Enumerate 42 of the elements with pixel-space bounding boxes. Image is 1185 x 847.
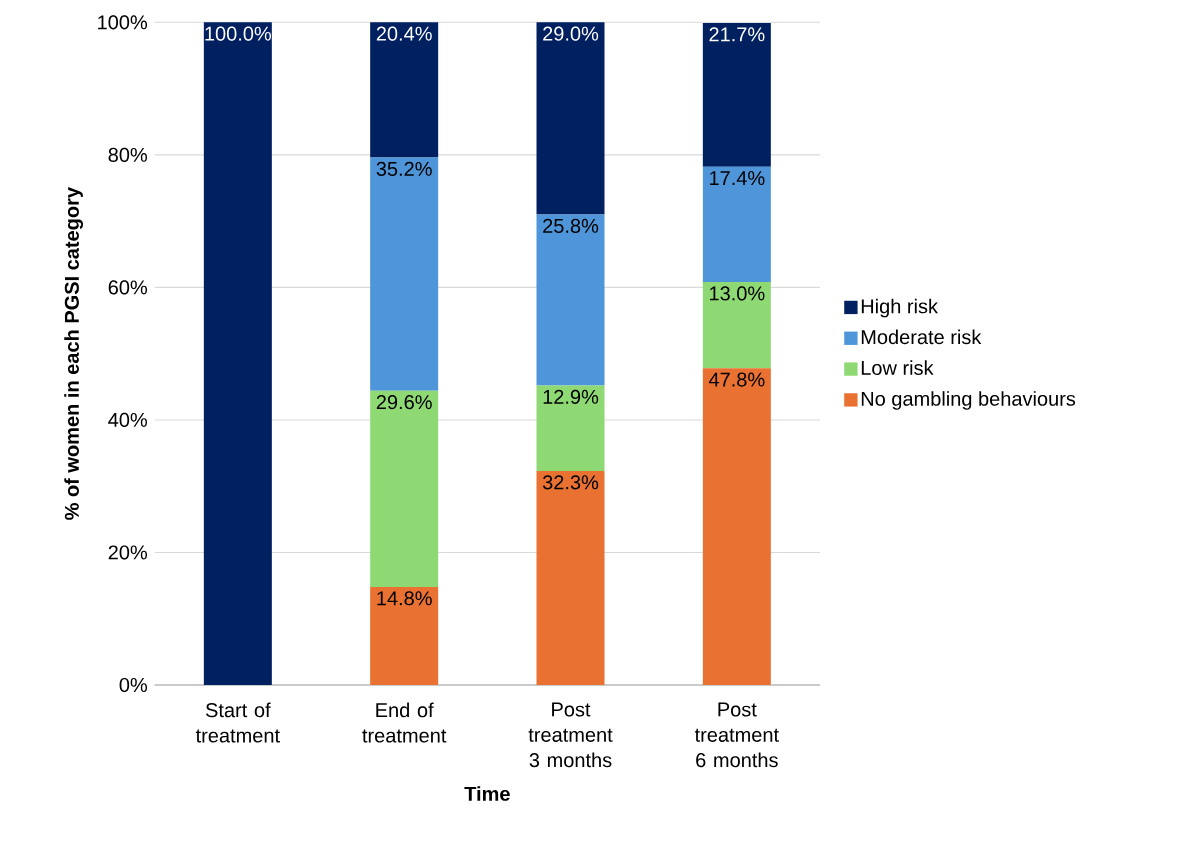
bar [702,166,771,283]
bar [536,385,605,471]
data-label: 32.3% [542,475,599,490]
data-label: 47.8% [708,372,765,387]
data-label: 14.8% [377,591,432,606]
bar [536,22,605,215]
data-label: 29.6% [376,395,432,410]
x-tick-label: Post treatment 3 months [528,702,613,768]
data-label: 29.0% [543,26,599,41]
x-tick-label: End of treatment [362,702,447,743]
data-label: 17.4% [710,171,765,186]
legend-label: Low risk [861,360,934,376]
y-tick-label: 20% [108,545,148,560]
bar [536,470,605,685]
data-label: 12.9% [543,389,599,404]
bar [370,22,439,158]
bar [702,368,771,685]
x-axis-title: Time [464,786,510,801]
y-tick-label: 100% [98,15,148,30]
bar [702,22,771,167]
bar [370,586,439,685]
data-label: 100.0% [205,26,272,41]
bar [370,157,439,391]
legend-label: No gambling behaviours [861,391,1076,410]
x-tick-label: Start of treatment [195,702,280,743]
y-tick-label: 40% [108,412,148,427]
data-label: 21.7% [709,27,765,42]
data-label: 25.8% [543,218,599,233]
y-tick-label: 80% [108,147,148,162]
data-label: 20.4% [376,26,432,41]
data-label: 35.2% [376,161,432,176]
legend-label: Moderate risk [861,329,982,345]
bar [702,282,771,369]
bar [203,22,272,685]
y-axis-title: % of women in each PGSI category [64,187,83,520]
legend-label: High risk [861,298,939,318]
x-tick-label: Post treatment 6 months [694,702,779,768]
data-label: 13.0% [710,286,765,301]
bar [370,390,439,587]
bar [536,214,605,386]
y-tick-label: 0% [119,677,148,693]
y-tick-label: 60% [108,280,148,295]
